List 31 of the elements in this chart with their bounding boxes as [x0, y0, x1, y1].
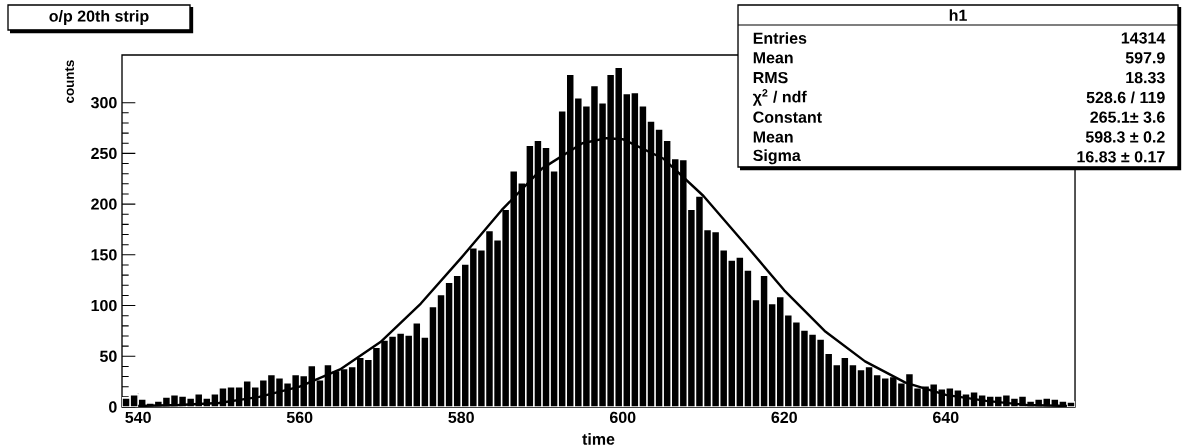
y-tick-label: 50	[100, 350, 117, 362]
annotation: χ$^{2}$ / ndf	[752, 89, 807, 106]
y-tick-label: 150	[91, 249, 117, 261]
y-tick-label: 100	[91, 299, 117, 312]
annotation: Mean	[753, 52, 793, 64]
x-tick-label: 560	[286, 411, 313, 424]
x-tick-label: 620	[771, 411, 797, 424]
chart-title: o/p 20th strip	[49, 10, 149, 25]
text: 18.33	[1126, 71, 1165, 84]
y-axis-title: counts	[65, 60, 74, 103]
annotation: Mean	[753, 131, 793, 143]
x-axis-title: time	[582, 433, 615, 445]
text: 598.3 ± 0.2	[1085, 131, 1165, 143]
text: 528.6 / 119	[1086, 91, 1165, 104]
y-tick-label: 300	[90, 97, 117, 109]
text: 597.9	[1125, 52, 1165, 64]
text: 265.1± 3.6	[1090, 111, 1165, 123]
x-tick-label: 540	[125, 411, 151, 424]
text: 16.83 ± 0.17	[1077, 151, 1165, 163]
x-tick-label: 600	[609, 411, 636, 424]
text: Entries	[753, 32, 807, 44]
annotation: RMS	[753, 71, 788, 84]
y-tick-label: 0	[109, 401, 117, 413]
x-tick-label: 580	[448, 411, 474, 424]
text: 14314	[1121, 32, 1166, 44]
annotation: Sigma	[753, 149, 801, 165]
y-tick-label: 200	[91, 198, 117, 210]
x-tick-label: 640	[933, 411, 959, 424]
text: h1	[949, 9, 967, 21]
y-tick-label: 250	[91, 147, 117, 160]
annotation: Constant	[753, 111, 822, 123]
